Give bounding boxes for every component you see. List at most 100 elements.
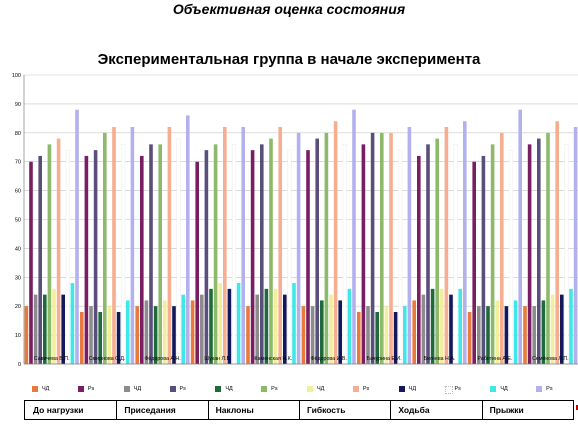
bar: [130, 127, 135, 365]
y-tick-label: 40: [15, 246, 21, 252]
legend-label: Ps: [179, 386, 186, 392]
bar: [47, 144, 52, 364]
legend-label: ЧД: [500, 386, 508, 392]
legend-label: ЧД: [408, 386, 417, 392]
legend-swatch: [169, 386, 176, 392]
bar: [264, 288, 269, 364]
bar: [80, 311, 84, 364]
bar: [421, 294, 426, 364]
bar: [569, 288, 573, 364]
bar: [255, 294, 259, 364]
bar: [412, 300, 416, 364]
legend-group-divider: [390, 401, 392, 419]
bar: [38, 155, 42, 364]
legend-group-divider: [481, 401, 483, 419]
legend-label: Ps: [454, 386, 461, 392]
bar: [246, 306, 250, 364]
bar: [176, 138, 181, 365]
bar: [546, 132, 550, 364]
bar: [278, 127, 282, 365]
grid-layer: [24, 74, 578, 365]
bar: [126, 300, 130, 364]
y-tick-label: 0: [18, 362, 21, 368]
y-tick-label: 80: [15, 131, 21, 137]
bar: [532, 306, 536, 364]
bar: [103, 132, 107, 364]
bar: [449, 294, 453, 364]
bar: [472, 161, 476, 364]
bar: [342, 144, 347, 365]
legend-label: Ps: [87, 386, 95, 392]
legend-group-divider: [207, 401, 209, 419]
bar: [75, 109, 79, 365]
y-tick-label: 100: [12, 73, 21, 79]
bar: [181, 294, 185, 364]
x-tick-label: Каменская Н.К.: [254, 356, 292, 362]
bar: [260, 144, 264, 364]
bar: [241, 127, 245, 365]
bar: [121, 144, 126, 365]
legend-label: ЧД: [42, 386, 50, 392]
bar: [236, 283, 241, 364]
bar: [315, 138, 319, 364]
legend-group-label: Ходьба: [398, 405, 430, 415]
bar: [153, 306, 158, 364]
x-tick-label: Шукан Л.В.: [204, 356, 231, 362]
bar: [564, 144, 569, 365]
bar: [467, 311, 472, 364]
legend-group-label: Наклоны: [215, 405, 254, 415]
legend: ЧД Ps ЧД Ps ЧД Ps ЧД Ps ЧД Ps ЧД Ps: [24, 378, 574, 400]
bar: [407, 127, 412, 365]
x-tick-label: Бигнева Н.А.: [424, 356, 456, 362]
x-tick-label: Бачурина Е.И.: [367, 356, 402, 362]
bar: [338, 300, 342, 364]
bar: [43, 294, 47, 364]
legend-group-label: Прыжки: [489, 405, 524, 415]
bar: [537, 138, 541, 364]
bar: [98, 311, 102, 364]
bar: [273, 288, 278, 364]
bar: [417, 155, 421, 364]
bar: [204, 150, 209, 364]
bar: [403, 306, 407, 364]
legend-group-label: До нагрузки: [33, 405, 84, 415]
bar: [500, 132, 504, 364]
legend-swatch: [444, 386, 453, 394]
bar: [555, 121, 559, 365]
y-tick-label: 60: [15, 189, 21, 195]
bar: [107, 306, 112, 364]
bar: [84, 155, 89, 364]
bar: [357, 311, 361, 364]
bar: [329, 294, 333, 364]
bar: [333, 121, 338, 365]
slide-marker: [576, 405, 578, 410]
bar: [320, 300, 324, 364]
bar: [430, 288, 435, 364]
y-tick-label: 20: [15, 304, 21, 310]
bar: [296, 132, 301, 364]
bar: [112, 127, 116, 365]
bar: [389, 132, 393, 364]
bar: [435, 138, 439, 364]
y-tick-label: 70: [15, 160, 21, 166]
legend-swatch: [490, 386, 497, 392]
bar: [573, 127, 578, 365]
bar: [366, 306, 370, 364]
bar: [24, 306, 29, 364]
bar: [306, 150, 310, 364]
legend-label: ЧД: [133, 386, 142, 392]
legend-group-row: До нагрузки Приседания Наклоны Гибкость Ходь…: [24, 400, 574, 420]
bar: [375, 311, 379, 364]
bar: [509, 149, 514, 365]
legend-swatch: [398, 386, 405, 392]
bar: [190, 300, 195, 364]
bar: [292, 283, 296, 364]
chart-title: Экспериментальная группа в начале экспер…: [97, 51, 481, 68]
bar: [490, 144, 495, 364]
bar: [370, 132, 375, 364]
y-tick-label: 90: [15, 102, 21, 108]
legend-label: Ps: [362, 386, 370, 392]
bar: [218, 283, 222, 364]
bar: [440, 288, 444, 364]
